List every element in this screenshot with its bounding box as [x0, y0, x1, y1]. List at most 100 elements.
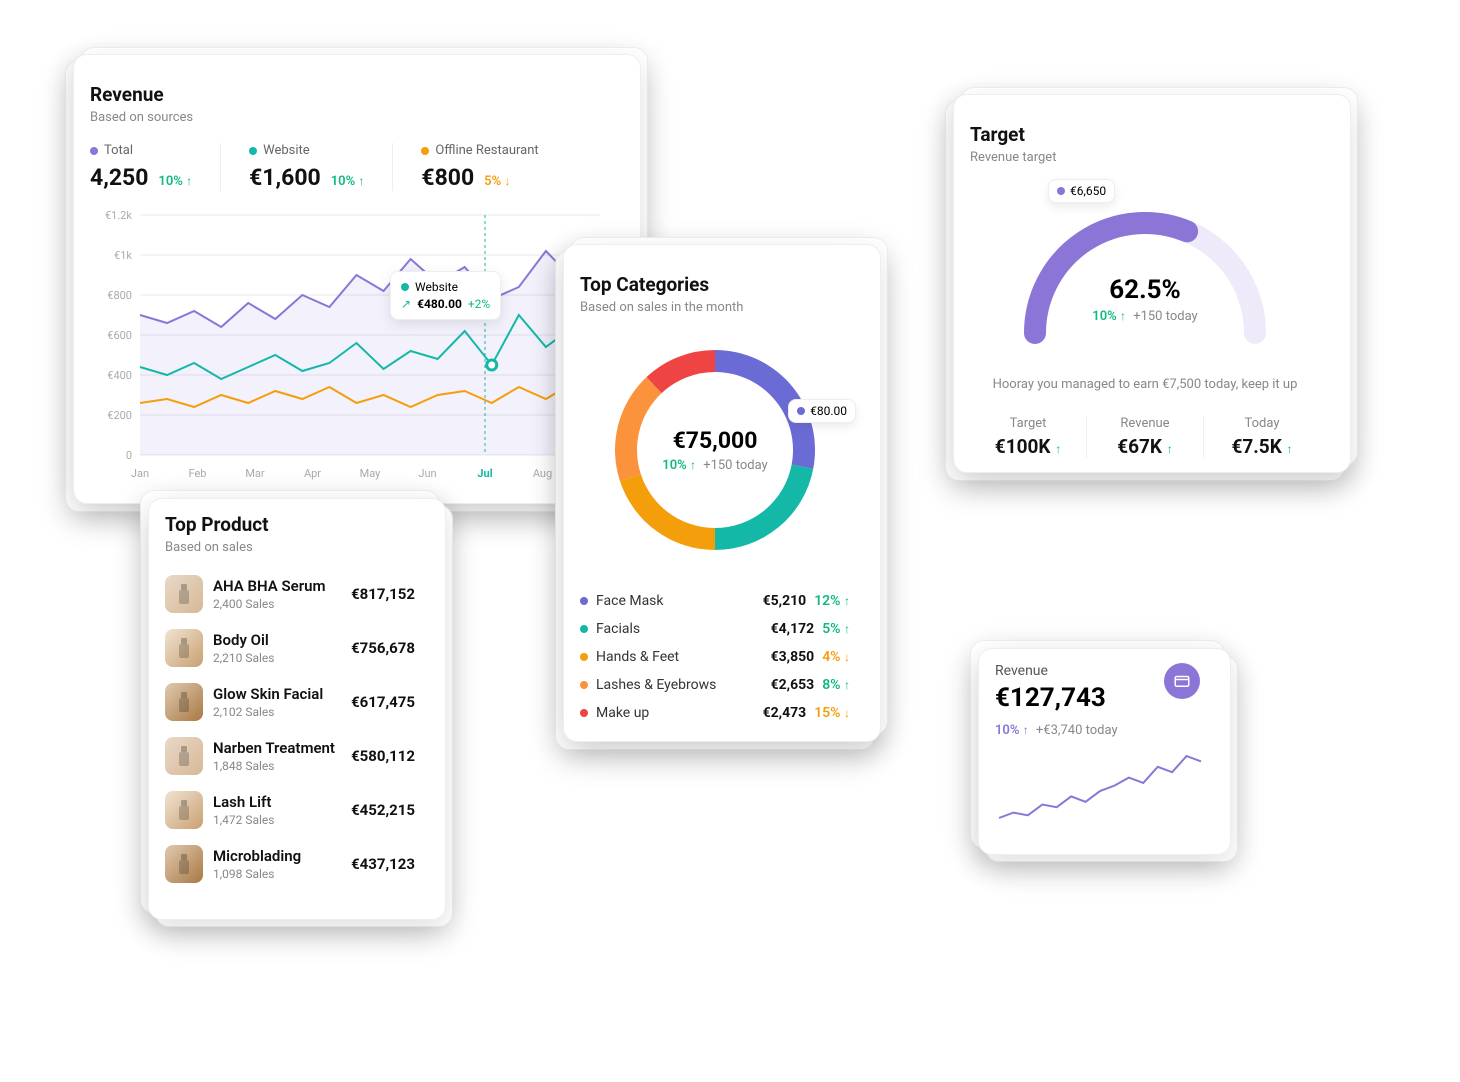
gauge-percent: 62.5% — [1092, 275, 1197, 305]
arrow-up-icon: ↑ — [186, 174, 192, 188]
gauge-tooltip-value: €6,650 — [1070, 184, 1106, 198]
product-price: €756,678 — [351, 639, 415, 657]
product-name: Lash Lift — [213, 793, 274, 811]
card-icon — [1164, 663, 1200, 699]
product-price: €437,123 — [351, 855, 415, 873]
product-sales: 1,848 Sales — [213, 759, 335, 773]
tooltip-dot — [401, 283, 409, 291]
product-price: €452,215 — [351, 801, 415, 819]
product-row[interactable]: Microblading 1,098 Sales €437,123 — [165, 837, 415, 891]
stat-value: €7.5K ↑ — [1204, 435, 1320, 458]
product-price: €817,152 — [351, 585, 415, 603]
revenue-title: Revenue — [90, 83, 610, 106]
category-pct: 15% ↓ — [814, 705, 850, 721]
arrow-up-icon: ↑ — [1023, 723, 1029, 737]
target-title: Target — [970, 123, 1320, 146]
product-row[interactable]: Narben Treatment 1,848 Sales €580,112 — [165, 729, 415, 783]
product-thumb — [165, 575, 203, 613]
legend-dot — [580, 597, 588, 605]
arrow-up-icon: ↑ — [844, 678, 850, 692]
svg-text:€200: €200 — [107, 409, 132, 422]
arrow-up-icon: ↑ — [1167, 442, 1173, 456]
category-label: Facials — [596, 621, 640, 637]
mini-revenue-value: €127,743 — [995, 683, 1106, 713]
arrow-up-icon: ↑ — [844, 622, 850, 636]
top-product-title: Top Product — [165, 513, 415, 536]
svg-text:Mar: Mar — [245, 467, 265, 480]
gauge-delta-note: +150 today — [1133, 309, 1198, 324]
target-subtitle: Revenue target — [970, 150, 1320, 165]
gauge-tooltip: €6,650 — [1048, 179, 1115, 203]
product-thumb — [165, 845, 203, 883]
category-amount: €5,210 — [763, 593, 807, 609]
revenue-metric: Offline Restaurant €800 5% ↓ — [421, 143, 566, 191]
metric-value: €1,600 — [249, 164, 321, 191]
stat-value: €67K ↑ — [1087, 435, 1203, 458]
top-product-subtitle: Based on sales — [165, 540, 415, 555]
category-pct: 8% ↑ — [822, 677, 850, 693]
svg-text:Jun: Jun — [418, 467, 436, 480]
category-label: Lashes & Eyebrows — [596, 677, 716, 693]
legend-dot — [580, 625, 588, 633]
donut-center-value: €75,000 — [662, 427, 767, 454]
legend-dot — [580, 709, 588, 717]
tooltip-series: Website — [415, 280, 458, 294]
revenue-metric: Website €1,600 10% ↑ — [249, 143, 393, 191]
product-thumb — [165, 629, 203, 667]
target-stat: Target €100K ↑ — [970, 416, 1086, 458]
categories-list: Face Mask €5,210 12% ↑ Facials €4,172 5%… — [580, 587, 850, 727]
target-stat: Today €7.5K ↑ — [1203, 416, 1320, 458]
legend-dot — [90, 147, 98, 155]
revenue-chart-tooltip: Website ↗ €480.00 +2% — [390, 271, 501, 320]
svg-text:Apr: Apr — [304, 467, 321, 480]
tooltip-value: €480.00 — [417, 297, 462, 311]
category-row[interactable]: Lashes & Eyebrows €2,653 8% ↑ — [580, 671, 850, 699]
mini-revenue-title: Revenue — [995, 663, 1106, 679]
revenue-subtitle: Based on sources — [90, 110, 610, 125]
target-card: Target Revenue target €6,650 62.5% 10% ↑… — [945, 100, 1345, 481]
category-pct: 12% ↑ — [814, 593, 850, 609]
category-pct: 5% ↑ — [822, 621, 850, 637]
metric-label: Total — [104, 143, 133, 158]
product-row[interactable]: Body Oil 2,210 Sales €756,678 — [165, 621, 415, 675]
product-row[interactable]: Lash Lift 1,472 Sales €452,215 — [165, 783, 415, 837]
metric-value: 4,250 — [90, 164, 148, 191]
revenue-metric: Total 4,250 10% ↑ — [90, 143, 221, 191]
category-label: Face Mask — [596, 593, 664, 609]
metric-delta: 10% ↑ — [331, 174, 365, 189]
svg-text:€1.2k: €1.2k — [105, 209, 132, 222]
category-label: Hands & Feet — [596, 649, 679, 665]
category-row[interactable]: Face Mask €5,210 12% ↑ — [580, 587, 850, 615]
arrow-up-icon: ↑ — [358, 174, 364, 188]
product-row[interactable]: Glow Skin Facial 2,102 Sales €617,475 — [165, 675, 415, 729]
tooltip-dot — [797, 407, 805, 415]
product-sales: 2,102 Sales — [213, 705, 323, 719]
svg-text:May: May — [360, 467, 382, 480]
arrow-up-icon: ↑ — [844, 594, 850, 608]
donut-center-delta: 10% — [662, 458, 686, 473]
metric-delta: 5% ↓ — [484, 174, 510, 189]
top-product-card: Top Product Based on sales AHA BHA Serum… — [140, 490, 440, 914]
legend-dot — [421, 147, 429, 155]
category-row[interactable]: Make up €2,473 15% ↓ — [580, 699, 850, 727]
categories-subtitle: Based on sales in the month — [580, 300, 850, 315]
revenue-chart: 0€200€400€600€800€1k€1.2kJanFebMarAprMay… — [90, 205, 610, 489]
svg-text:€1k: €1k — [114, 249, 132, 262]
legend-dot — [249, 147, 257, 155]
svg-text:Aug: Aug — [533, 467, 552, 480]
mini-revenue-sparkline — [995, 752, 1205, 822]
category-amount: €2,473 — [763, 705, 807, 721]
revenue-card: Revenue Based on sources Total 4,250 10%… — [65, 60, 635, 512]
top-categories-card: Top Categories Based on sales in the mon… — [555, 250, 875, 750]
product-row[interactable]: AHA BHA Serum 2,400 Sales €817,152 — [165, 567, 415, 621]
category-row[interactable]: Facials €4,172 5% ↑ — [580, 615, 850, 643]
category-pct: 4% ↓ — [822, 649, 850, 665]
svg-text:Feb: Feb — [189, 467, 207, 480]
arrow-up-icon: ↑ — [1287, 442, 1293, 456]
product-list: AHA BHA Serum 2,400 Sales €817,152 Body … — [165, 567, 415, 891]
stat-value: €100K ↑ — [970, 435, 1086, 458]
product-thumb — [165, 791, 203, 829]
category-row[interactable]: Hands & Feet €3,850 4% ↓ — [580, 643, 850, 671]
metric-label: Website — [263, 143, 310, 158]
donut-tooltip-value: €80.00 — [810, 404, 847, 418]
